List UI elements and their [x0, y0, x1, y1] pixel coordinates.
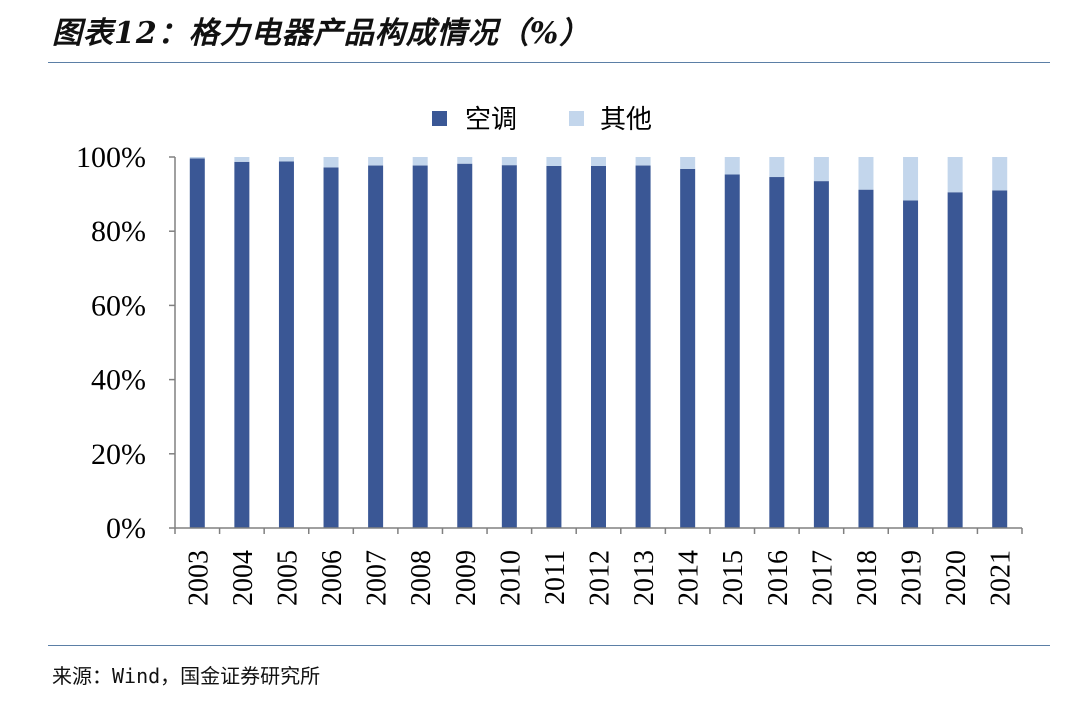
x-tick-label: 2005 — [272, 550, 303, 606]
source-note: 来源：Wind，国金证券研究所 — [52, 664, 321, 688]
y-tick-label: 60% — [91, 289, 146, 322]
title-divider — [48, 62, 1050, 63]
x-tick-label: 2006 — [317, 550, 348, 606]
bar-aircon-2008 — [412, 165, 428, 528]
bar-other-2011 — [546, 157, 562, 166]
x-tick-labels: 2003 2004 2005 2006 2007 2008 2009 2010 2011 2012… — [183, 550, 1016, 606]
x-tick-label: 2017 — [807, 550, 838, 606]
bar-aircon-2010 — [501, 165, 517, 528]
bar-other-2020 — [947, 157, 963, 193]
legend-swatch-other — [569, 111, 584, 126]
x-tick-label: 2016 — [763, 550, 794, 606]
x-tick-label: 2020 — [941, 550, 972, 606]
y-tick-labels: 0% 20% 40% 60% 80% 100% — [76, 141, 146, 545]
bar-aircon-2017 — [813, 181, 829, 529]
bar-other-2017 — [813, 157, 829, 182]
bar-aircon-2003 — [189, 158, 205, 529]
bar-other-2008 — [412, 157, 428, 166]
bar-aircon-2014 — [680, 168, 696, 528]
bar-aircon-2009 — [457, 163, 473, 528]
x-tick-label: 2004 — [228, 550, 259, 606]
x-tick-label: 2009 — [451, 550, 482, 606]
bar-other-2007 — [368, 157, 384, 166]
x-tick-label: 2014 — [674, 550, 705, 606]
legend-label-aircon: 空调 — [465, 105, 517, 135]
bar-other-2009 — [457, 157, 473, 164]
bar-other-2013 — [635, 157, 651, 166]
x-tick-label: 2012 — [585, 550, 616, 606]
bar-other-2015 — [724, 157, 740, 175]
x-tick-label: 2003 — [183, 550, 214, 606]
bar-aircon-2007 — [368, 165, 384, 528]
x-tick-label: 2018 — [852, 550, 883, 606]
x-tick-label: 2013 — [629, 550, 660, 606]
axes — [169, 156, 1023, 534]
y-tick-label: 100% — [76, 141, 146, 174]
bar-aircon-2004 — [234, 161, 250, 528]
bar-aircon-2019 — [903, 200, 919, 528]
chart-title: 图表12：格力电器产品构成情况（%） — [52, 16, 591, 51]
bar-other-2003 — [189, 157, 205, 159]
bar-aircon-2006 — [323, 167, 339, 528]
x-tick-label: 2021 — [986, 550, 1017, 606]
bar-aircon-2018 — [858, 189, 874, 528]
bar-other-2014 — [680, 157, 696, 169]
x-tick-label: 2008 — [406, 550, 437, 606]
bar-aircon-2013 — [635, 165, 651, 528]
bar-group — [189, 157, 1008, 529]
y-tick-label: 20% — [91, 438, 146, 471]
bar-aircon-2012 — [591, 165, 606, 528]
x-tick-label: 2015 — [718, 550, 749, 606]
bar-aircon-2020 — [947, 192, 963, 528]
y-tick-label: 40% — [91, 364, 146, 397]
bar-other-2005 — [278, 157, 294, 162]
source-divider — [48, 645, 1050, 646]
bar-other-2018 — [858, 157, 874, 190]
legend-swatch-aircon — [432, 111, 447, 126]
x-tick-label: 2019 — [897, 550, 928, 606]
x-tick-label: 2010 — [495, 550, 526, 606]
legend: 空调 其他 — [432, 105, 652, 135]
bar-aircon-2016 — [769, 177, 785, 528]
x-tick-label: 2011 — [540, 550, 571, 605]
bar-other-2019 — [903, 157, 919, 201]
bar-aircon-2021 — [992, 190, 1008, 528]
bar-other-2010 — [501, 157, 517, 166]
bar-aircon-2011 — [546, 165, 562, 528]
bar-other-2004 — [234, 157, 250, 162]
bar-aircon-2005 — [278, 161, 294, 528]
y-tick-label: 80% — [91, 215, 146, 248]
x-tick-label: 2007 — [362, 550, 393, 606]
bar-other-2016 — [769, 157, 785, 178]
bar-other-2006 — [323, 157, 339, 168]
bar-aircon-2015 — [724, 174, 740, 528]
bar-other-2012 — [591, 157, 606, 166]
y-tick-label: 0% — [106, 512, 146, 545]
stacked-bar-chart: 空调 其他 0%20%40%60%80%100% 2003 2004 2005 200… — [76, 105, 1023, 606]
bar-other-2021 — [992, 157, 1008, 191]
legend-label-other: 其他 — [600, 105, 652, 135]
